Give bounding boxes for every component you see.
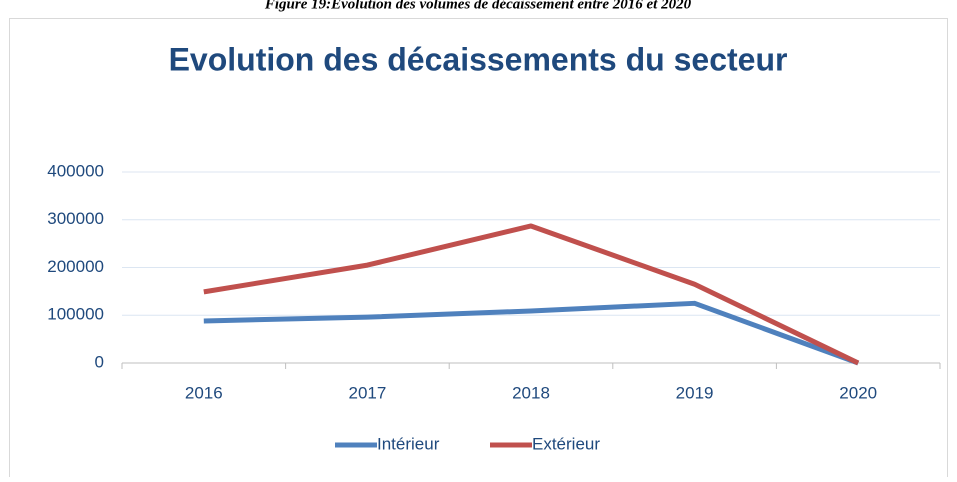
legend-label: Intérieur bbox=[377, 434, 440, 453]
x-tick-label: 2016 bbox=[185, 383, 223, 402]
x-tick-label: 2018 bbox=[512, 383, 550, 402]
y-tick-label: 200000 bbox=[47, 257, 104, 276]
chart-frame bbox=[9, 18, 948, 482]
x-tick-label: 2020 bbox=[839, 383, 877, 402]
chart-title: Evolution des décaissements du secteur bbox=[169, 41, 788, 77]
legend-label: Extérieur bbox=[532, 434, 600, 453]
y-tick-label: 300000 bbox=[47, 209, 104, 228]
x-tick-label: 2019 bbox=[676, 383, 714, 402]
y-tick-label: 400000 bbox=[47, 161, 104, 180]
caption: Figure 19:Evolution des volumes de décai… bbox=[264, 0, 692, 12]
y-tick-label: 100000 bbox=[47, 305, 104, 324]
series-line bbox=[203, 223, 860, 366]
y-tick-label: 0 bbox=[95, 352, 104, 371]
x-tick-label: 2017 bbox=[348, 383, 386, 402]
series-line bbox=[203, 300, 860, 366]
